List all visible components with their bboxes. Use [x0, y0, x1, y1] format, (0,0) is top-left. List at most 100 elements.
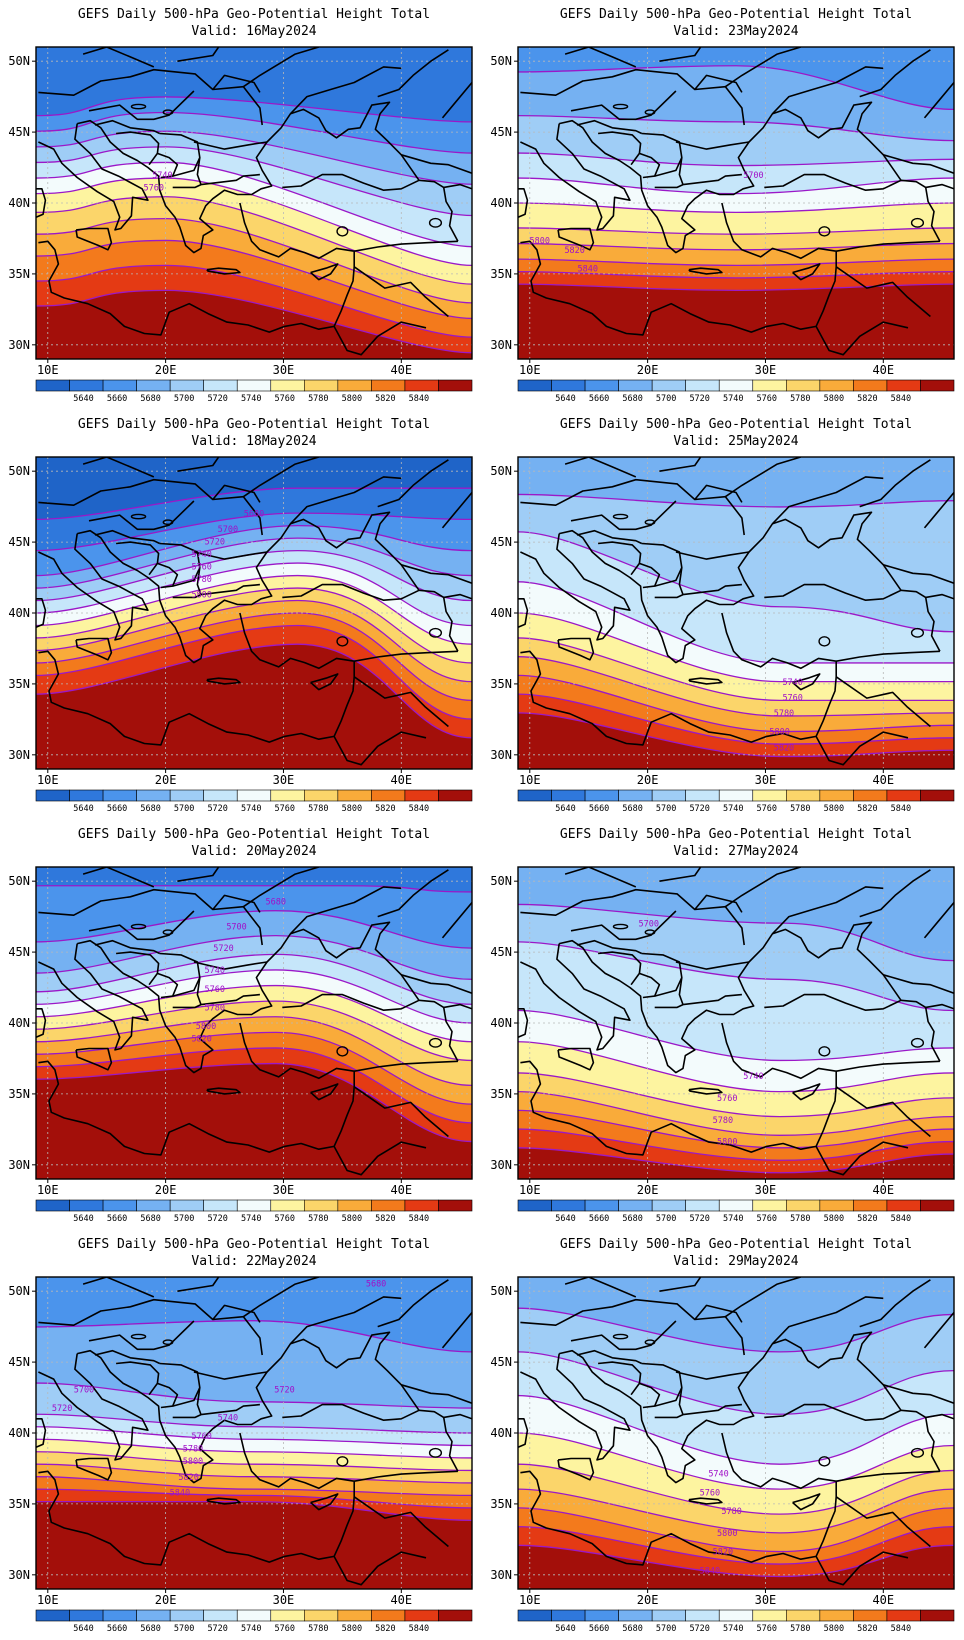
contour-line	[518, 1525, 954, 1565]
lat-tick-label: 45N	[490, 125, 512, 139]
colorbar-swatch	[136, 1199, 171, 1212]
colorbar-label: 5760	[757, 394, 777, 404]
contour-label: 5740	[743, 1072, 763, 1082]
height-band	[36, 290, 472, 359]
colorbar-swatch	[270, 1199, 305, 1212]
colorbar: 5640 5660 5680 5700 5720 5740 5760 5780 5800 5820…	[517, 1609, 955, 1634]
colorbar: 5640 5660 5680 5700 5720 5740 5760 5780 5800 5820…	[35, 1199, 473, 1224]
contour-label: 5740	[205, 966, 225, 976]
height-field	[518, 457, 954, 769]
colorbar-swatch	[618, 789, 653, 802]
colorbar-swatch	[337, 789, 372, 802]
colorbar-swatch	[517, 1609, 552, 1622]
colorbar-label: 5700	[174, 1214, 194, 1224]
colorbar-swatch	[169, 789, 204, 802]
lon-tick-label: 20E	[155, 773, 177, 787]
graticule	[36, 867, 472, 1179]
panel-title: GEFS Daily 500-hPa Geo-Potential Height …	[78, 827, 430, 842]
colorbar-swatch	[618, 1609, 653, 1622]
colorbar-label: 5740	[723, 1214, 743, 1224]
colorbar-label: 5640	[555, 1214, 575, 1224]
lat-tick-label: 45N	[490, 1355, 512, 1369]
height-band	[36, 644, 472, 769]
colorbar-label: 5840	[891, 394, 911, 404]
colorbar-label: 5800	[824, 1624, 844, 1634]
lat-tick-label: 45N	[8, 945, 30, 959]
contour-label: 5800	[196, 1022, 216, 1032]
contour-label: 5740	[782, 678, 802, 688]
colorbar-label: 5720	[689, 804, 709, 814]
contour-line	[36, 177, 472, 267]
panel-title: GEFS Daily 500-hPa Geo-Potential Height …	[78, 7, 430, 22]
contour-line	[518, 903, 954, 962]
colorbar-label: 5720	[689, 1624, 709, 1634]
contour-label: 5760	[717, 1094, 737, 1104]
colorbar-swatch	[853, 379, 888, 392]
colorbar-label: 5840	[409, 394, 429, 404]
colorbar-swatch	[337, 379, 372, 392]
forecast-panel: GEFS Daily 500-hPa Geo-Potential Height …	[490, 417, 955, 814]
coastlines	[518, 47, 954, 356]
lat-tick-label: 30N	[490, 748, 512, 762]
colorbar-swatch	[551, 379, 586, 392]
contour-line	[36, 111, 472, 154]
colorbar-label: 5760	[757, 1214, 777, 1224]
colorbar-label: 5840	[409, 1214, 429, 1224]
contour-label: 5720	[213, 944, 233, 954]
lat-tick-label: 40N	[490, 1426, 512, 1440]
colorbar-swatch	[819, 379, 854, 392]
contour-line	[518, 1090, 954, 1136]
contour-label: 5820	[191, 1035, 211, 1045]
contour-line	[36, 196, 472, 285]
lon-tick-label: 30E	[273, 1593, 295, 1607]
coastlines	[36, 47, 472, 356]
colorbar-label: 5800	[824, 394, 844, 404]
colorbar-swatch	[404, 1199, 439, 1212]
colorbar-label: 5740	[241, 1624, 261, 1634]
forecast-panel: GEFS Daily 500-hPa Geo-Potential Height …	[8, 417, 473, 814]
graticule	[36, 47, 472, 359]
colorbar-label: 5740	[241, 804, 261, 814]
forecast-panel: GEFS Daily 500-hPa Geo-Potential Height …	[490, 827, 955, 1224]
contour-line	[36, 161, 472, 248]
colorbar-swatch	[920, 1199, 955, 1212]
contour-label: 5780	[191, 575, 211, 585]
colorbar-label: 5780	[790, 394, 810, 404]
contour-label: 5700	[226, 922, 246, 932]
lon-tick-label: 10E	[37, 363, 59, 377]
colorbar-swatch	[920, 789, 955, 802]
lon-tick-label: 20E	[637, 1593, 659, 1607]
colorbar-swatch	[718, 379, 754, 392]
contour-line	[518, 637, 954, 702]
contour-line	[518, 1128, 954, 1161]
colorbar-swatch	[551, 1609, 586, 1622]
contour-label: 5760	[191, 562, 211, 572]
contour-label: 5820	[774, 743, 794, 753]
contour-label: 5840	[700, 1566, 720, 1576]
panel-title: GEFS Daily 500-hPa Geo-Potential Height …	[560, 7, 912, 22]
contour-label: 5840	[578, 265, 598, 275]
contour-line	[518, 283, 954, 292]
colorbar-label: 5700	[174, 1624, 194, 1634]
lat-tick-label: 35N	[8, 1087, 30, 1101]
colorbar-label: 5820	[375, 1214, 395, 1224]
colorbar-label: 5780	[790, 804, 810, 814]
height-field	[36, 47, 472, 359]
colorbar-label: 5660	[589, 1214, 609, 1224]
colorbar-swatch	[786, 789, 821, 802]
lat-tick-label: 45N	[490, 535, 512, 549]
colorbar-label: 5640	[555, 1624, 575, 1634]
panel-title: GEFS Daily 500-hPa Geo-Potential Height …	[78, 417, 430, 432]
colorbar-label: 5660	[107, 804, 127, 814]
contour-label: 5820	[564, 246, 584, 256]
colorbar-swatch	[685, 789, 720, 802]
lon-tick-label: 30E	[755, 1183, 777, 1197]
lat-tick-label: 50N	[490, 874, 512, 888]
lat-tick-label: 45N	[8, 535, 30, 549]
contour-label: 5700	[218, 525, 238, 535]
contour-label: 5780	[713, 1116, 733, 1126]
lon-tick-label: 30E	[273, 773, 295, 787]
colorbar-swatch	[584, 789, 619, 802]
height-band	[518, 1147, 954, 1179]
contour-label: 5760	[143, 184, 163, 194]
